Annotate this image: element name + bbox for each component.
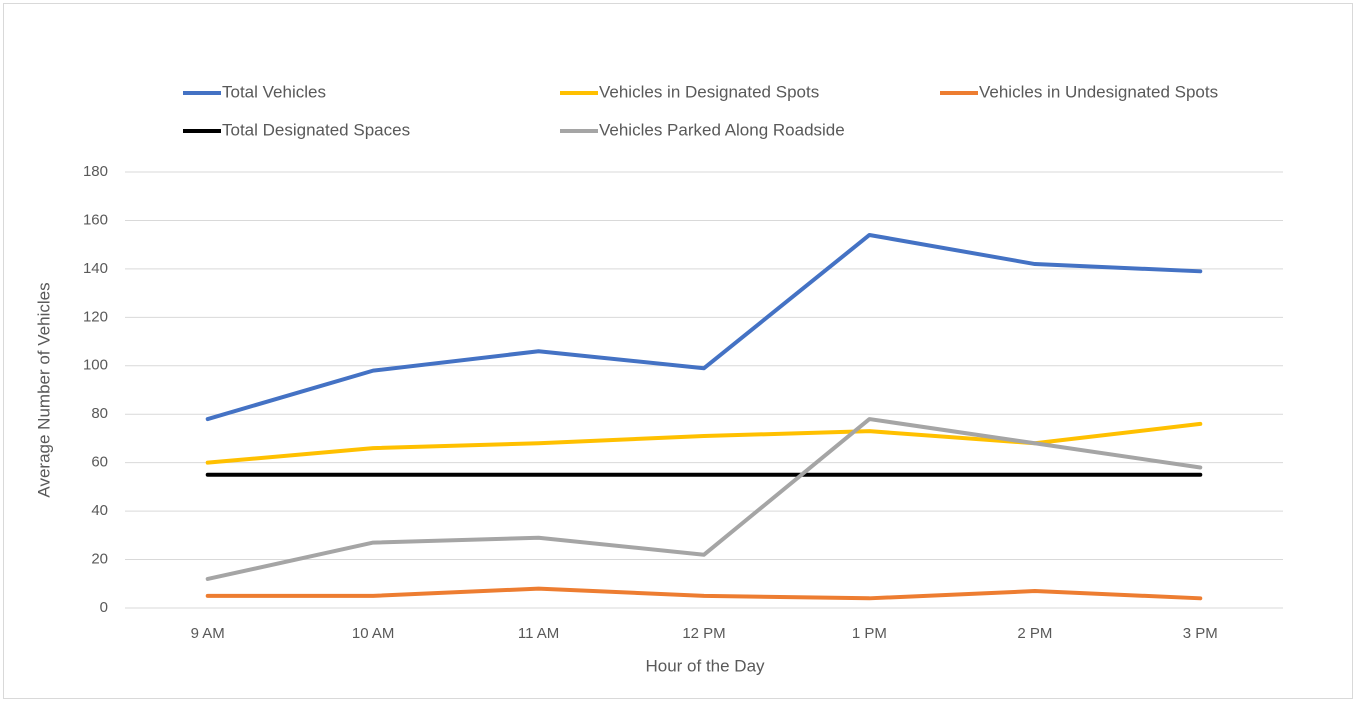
y-tick-label: 60	[91, 454, 108, 471]
x-tick-label: 12 PM	[682, 625, 725, 642]
series-line	[205, 417, 1203, 581]
x-tick-label: 11 AM	[518, 625, 559, 642]
series-line	[205, 586, 1203, 601]
legend-label: Vehicles in Designated Spots	[599, 82, 819, 101]
legend-label: Vehicles Parked Along Roadside	[599, 120, 845, 139]
x-tick-label: 10 AM	[352, 625, 395, 642]
x-tick-label: 3 PM	[1183, 625, 1218, 642]
legend-label: Total Designated Spaces	[222, 120, 410, 139]
x-axis-label: Hour of the Day	[645, 656, 765, 675]
legend-label: Vehicles in Undesignated Spots	[979, 82, 1218, 101]
series-line	[205, 232, 1203, 422]
y-tick-label: 40	[91, 502, 108, 519]
x-tick-label: 1 PM	[852, 625, 887, 642]
y-tick-label: 140	[83, 260, 108, 277]
y-tick-label: 160	[83, 211, 108, 228]
y-axis-label: Average Number of Vehicles	[34, 282, 53, 497]
y-tick-label: 120	[83, 308, 108, 325]
y-tick-label: 20	[91, 551, 108, 568]
y-tick-label: 180	[83, 163, 108, 180]
y-tick-label: 0	[100, 599, 108, 616]
x-tick-label: 9 AM	[191, 625, 225, 642]
x-tick-label: 2 PM	[1017, 625, 1052, 642]
y-tick-label: 100	[83, 357, 108, 374]
y-tick-label: 80	[91, 405, 108, 422]
legend-label: Total Vehicles	[222, 82, 326, 101]
chart-border	[3, 3, 1353, 699]
